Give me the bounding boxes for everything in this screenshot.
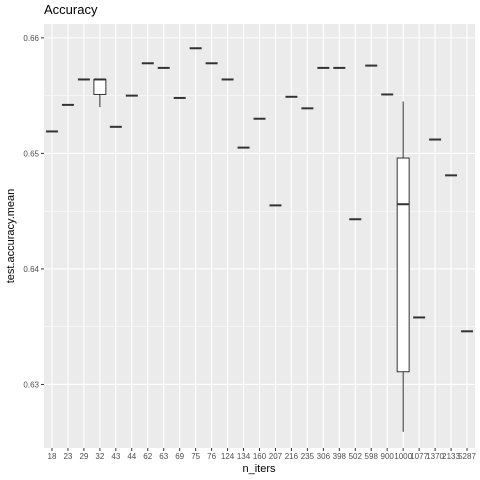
x-tick-label: 207 bbox=[269, 452, 283, 461]
x-tick-label: 18 bbox=[48, 452, 57, 461]
x-tick-label: 124 bbox=[221, 452, 235, 461]
x-tick-label: 502 bbox=[349, 452, 363, 461]
x-tick-label: 398 bbox=[333, 452, 347, 461]
x-tick-label: 76 bbox=[207, 452, 216, 461]
x-axis-ticks: 18 23 29 32 43 44 62 63 69 75 76 124 134 160 207 216 235… bbox=[48, 448, 477, 461]
x-tick-label: 306 bbox=[317, 452, 331, 461]
y-tick-label: 0.63 bbox=[23, 380, 39, 389]
y-tick-label: 0.64 bbox=[23, 265, 39, 274]
x-tick-label: 900 bbox=[381, 452, 395, 461]
x-tick-label: 598 bbox=[365, 452, 379, 461]
x-tick-label: 63 bbox=[159, 452, 168, 461]
y-axis-title: test.accuracy.mean bbox=[5, 189, 17, 284]
x-tick-label: 29 bbox=[79, 452, 88, 461]
x-tick-label: 75 bbox=[191, 452, 200, 461]
x-tick-label: 235 bbox=[301, 452, 315, 461]
x-tick-label: 134 bbox=[237, 452, 251, 461]
box-body bbox=[397, 158, 409, 372]
x-tick-label: 32 bbox=[95, 452, 104, 461]
box-body bbox=[94, 79, 106, 94]
x-axis-title: n_iters bbox=[242, 463, 276, 475]
chart-title: Accuracy bbox=[44, 2, 98, 17]
x-tick-label: 62 bbox=[143, 452, 152, 461]
y-tick-label: 0.66 bbox=[23, 34, 39, 43]
x-tick-label: 43 bbox=[111, 452, 120, 461]
x-tick-label: 5287 bbox=[458, 452, 476, 461]
x-tick-label: 69 bbox=[175, 452, 184, 461]
y-axis-ticks: 0.63 0.64 0.65 0.66 bbox=[23, 34, 44, 390]
x-tick-label: 23 bbox=[63, 452, 72, 461]
x-tick-label: 216 bbox=[285, 452, 299, 461]
x-tick-label: 44 bbox=[127, 452, 136, 461]
y-tick-label: 0.65 bbox=[23, 149, 39, 158]
x-tick-label: 160 bbox=[253, 452, 267, 461]
